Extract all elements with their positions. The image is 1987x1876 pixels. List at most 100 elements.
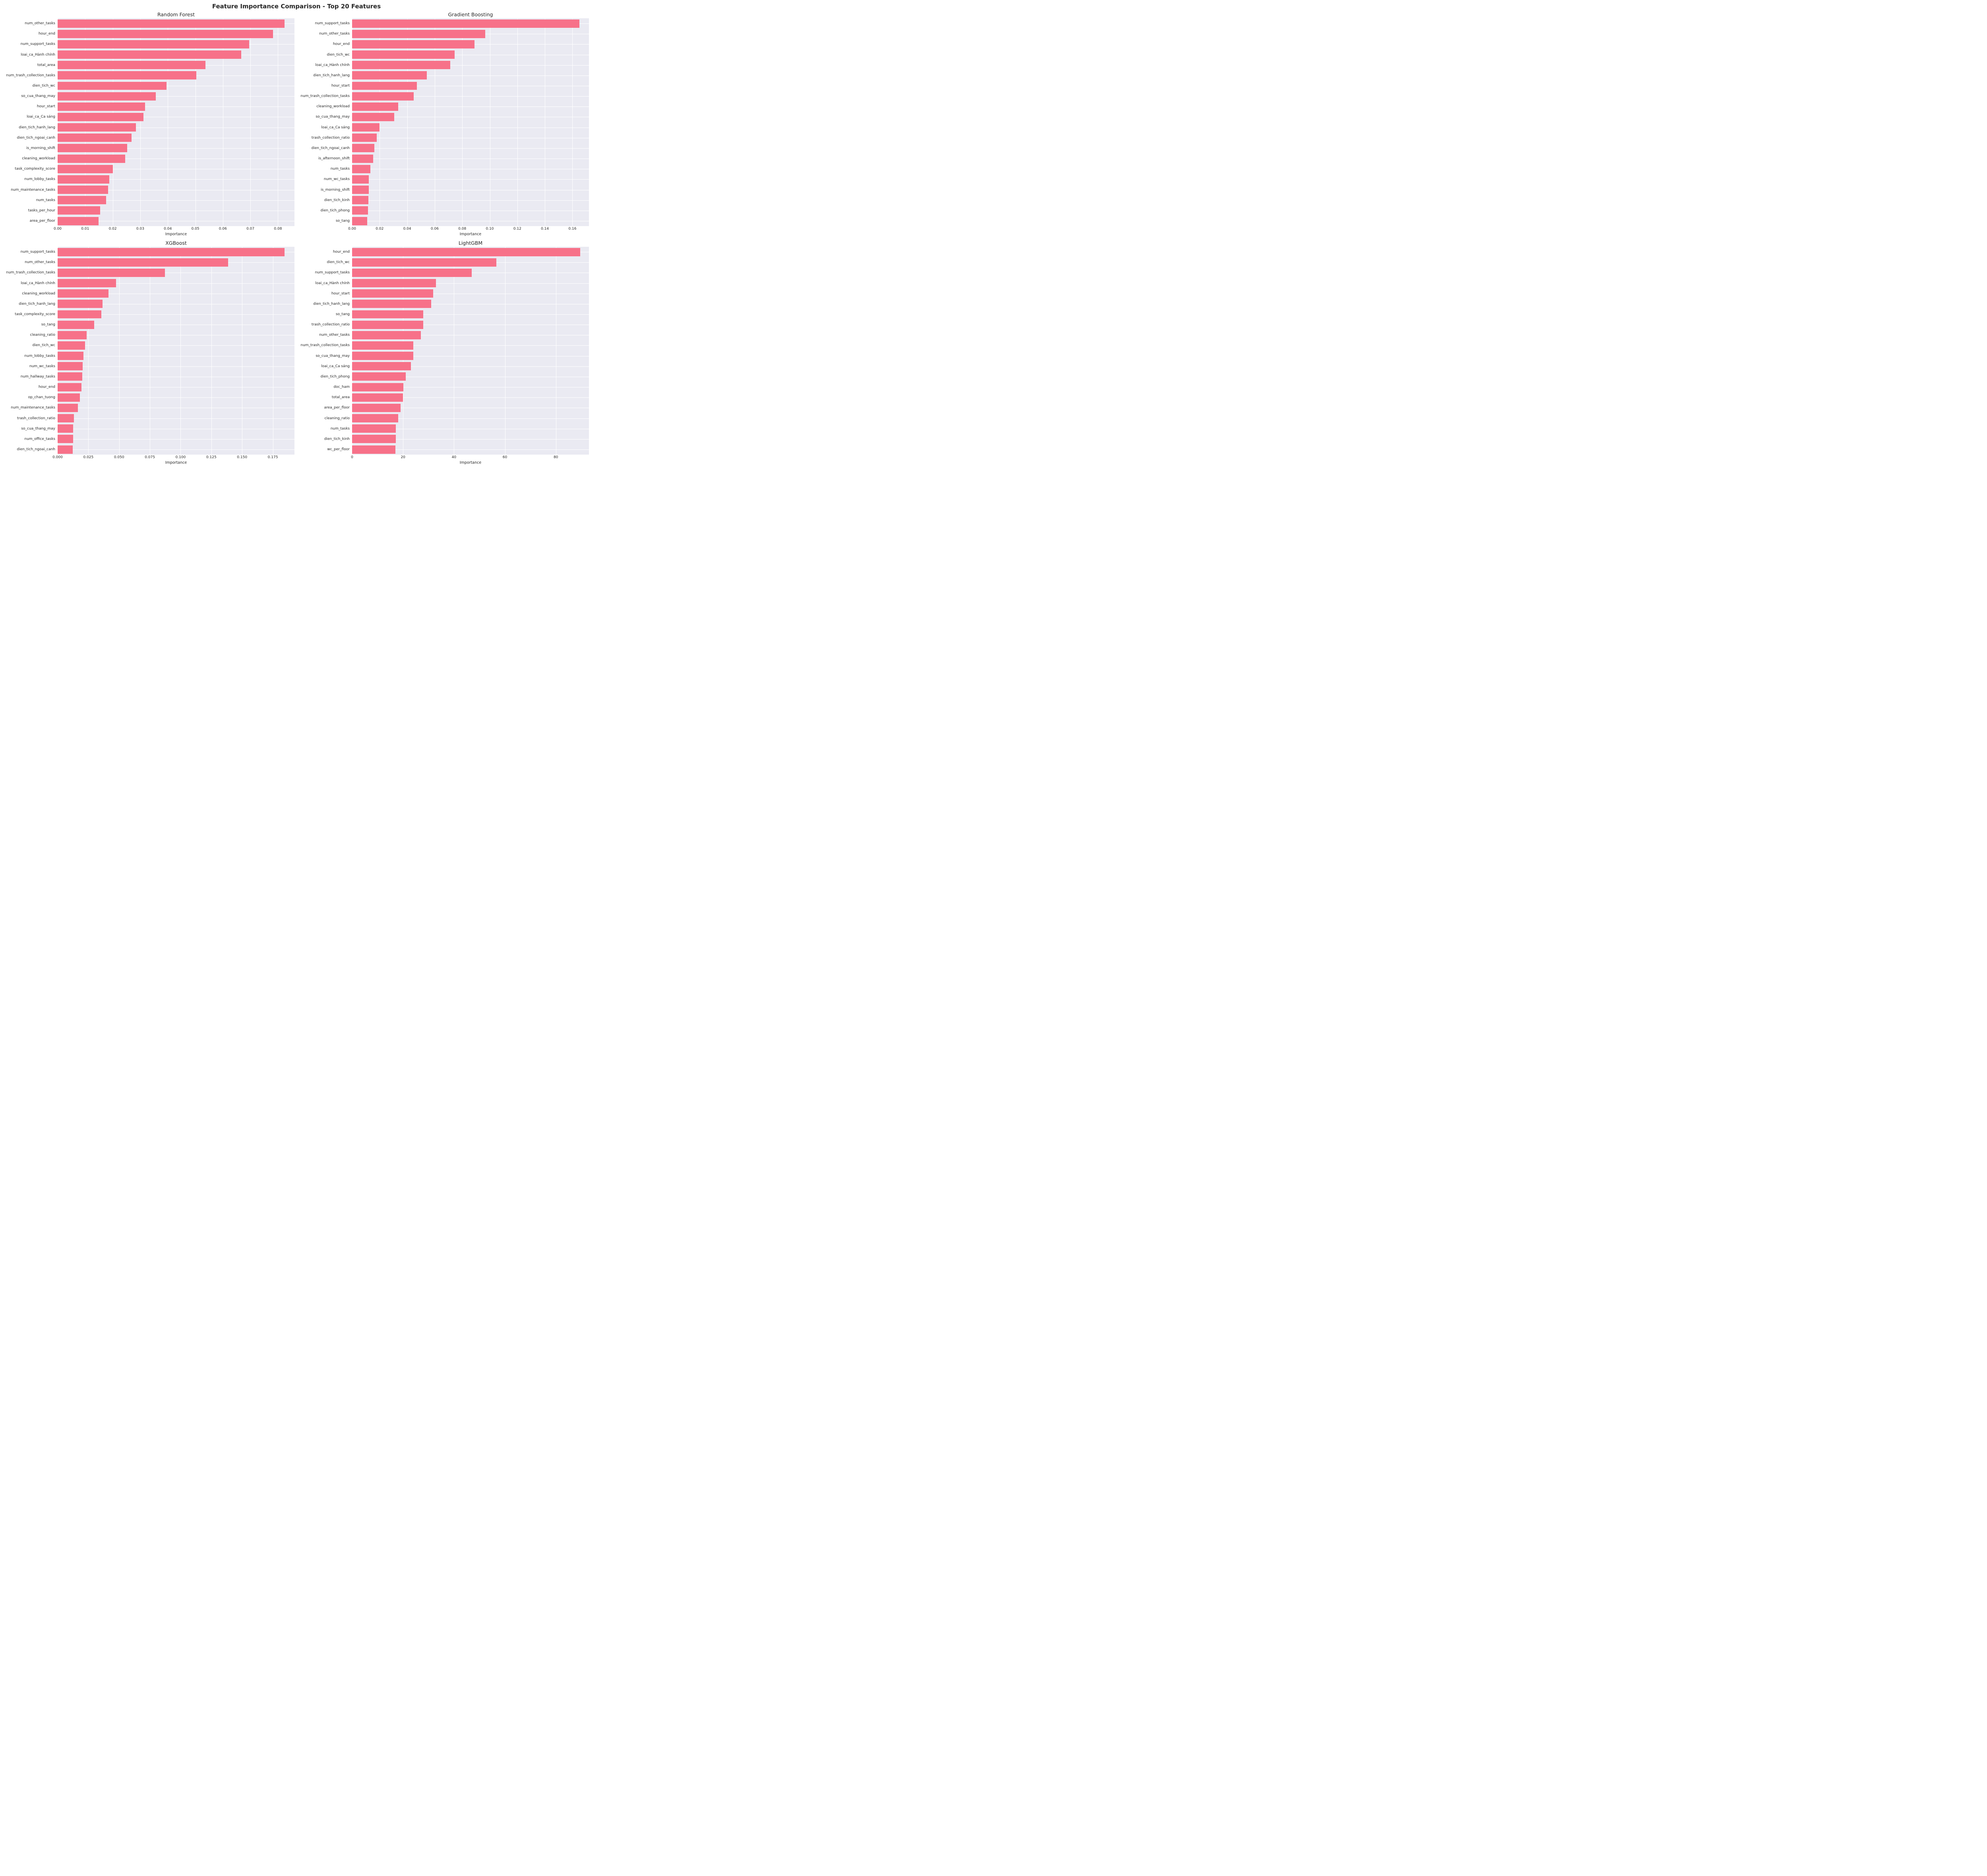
y-tick-label: dien_tich_wc (327, 52, 350, 57)
bar (352, 435, 396, 443)
y-tick-label: dien_tich_ngoai_canh (17, 136, 55, 140)
bar (58, 40, 250, 48)
x-axis-label: Importance (165, 232, 187, 236)
bar-band (58, 18, 294, 29)
gridline-horizontal (58, 283, 294, 284)
bar (352, 414, 398, 423)
x-tick-label: 40 (451, 455, 457, 459)
plot-area (352, 247, 589, 455)
bar-band (352, 319, 589, 330)
bar-band (58, 70, 294, 81)
subplot-gradient-boosting: Gradient Boosting num_support_tasks num_o… (298, 11, 589, 237)
y-tick-label: num_office_tasks (24, 437, 55, 441)
y-tick-label: task_complexity_score (15, 312, 55, 317)
y-tick-label: loai_ca_Ca sáng (321, 364, 350, 368)
gridline-horizontal (352, 283, 589, 284)
bar (58, 196, 106, 205)
bar (352, 403, 401, 412)
gridline-horizontal (352, 148, 589, 149)
bar (352, 123, 380, 132)
gridline-horizontal (352, 106, 589, 107)
bar (352, 289, 434, 298)
x-tick-label: 20 (401, 455, 405, 459)
y-tick-label: num_trash_collection_tasks (6, 271, 55, 275)
y-tick-label: num_other_tasks (25, 21, 55, 26)
y-tick-label: is_morning_shift (26, 146, 55, 150)
x-tick-label: 0.075 (145, 455, 155, 459)
gridline-horizontal (58, 366, 294, 367)
bar-band (352, 39, 589, 49)
gridline-horizontal (58, 106, 294, 107)
y-tick-label: loai_ca_Ca sáng (321, 125, 350, 130)
bar (58, 393, 80, 402)
bar (58, 331, 87, 339)
bar (58, 81, 167, 90)
gridline-vertical (462, 18, 463, 226)
x-axis-label: Importance (459, 232, 482, 236)
bar-band (58, 205, 294, 216)
y-tick-label: num_trash_collection_tasks (300, 94, 350, 99)
bar-band (58, 299, 294, 309)
x-tick-label: 0.050 (114, 455, 124, 459)
subplot-title: Random Forest (157, 12, 195, 17)
bar (58, 186, 108, 194)
gridline-horizontal (352, 314, 589, 315)
y-tick-label: trash_collection_ratio (17, 416, 55, 420)
bar-band (58, 309, 294, 319)
x-tick-label: 0.04 (403, 227, 411, 231)
bar (352, 92, 414, 101)
plot-area (352, 18, 589, 226)
gridline-horizontal (58, 345, 294, 346)
bar-band (352, 382, 589, 392)
bar-band (352, 434, 589, 444)
figure-title: Feature Importance Comparison - Top 20 F… (212, 3, 381, 10)
x-tick-label: 0 (351, 455, 353, 459)
gridline-horizontal (58, 179, 294, 180)
y-tick-label: is_morning_shift (320, 188, 350, 192)
bar (352, 248, 580, 256)
subplot-title: Gradient Boosting (448, 12, 493, 17)
x-tick-label: 0.03 (136, 227, 144, 231)
x-tick-label: 0.01 (81, 227, 89, 231)
x-tick-label: 80 (553, 455, 558, 459)
bar (58, 123, 136, 132)
bar (58, 113, 144, 121)
y-tick-label: num_support_tasks (20, 250, 55, 254)
bar (58, 61, 206, 70)
bar-band (58, 319, 294, 330)
y-tick-label: hour_end (333, 250, 350, 254)
bar-band (58, 413, 294, 424)
y-tick-label: num_support_tasks (315, 271, 350, 275)
bar-band (58, 216, 294, 226)
y-tick-label: so_cua_thang_may (21, 94, 55, 99)
x-tick-label: 0.05 (191, 227, 199, 231)
bar-band (58, 164, 294, 174)
y-tick-label: loai_ca_Hành chính (21, 52, 55, 57)
x-tick-label: 0.14 (541, 227, 549, 231)
bar-band (352, 444, 589, 455)
bar-band (352, 153, 589, 164)
bar-band (352, 216, 589, 226)
y-tick-label: wc_per_floor (327, 447, 350, 452)
y-tick-label: hour_end (333, 42, 350, 46)
bar-band (58, 39, 294, 49)
gridline-horizontal (352, 96, 589, 97)
x-tick-label: 0.00 (53, 227, 62, 231)
bar-band (58, 330, 294, 340)
bar-band (58, 424, 294, 434)
y-tick-label: num_tasks (330, 167, 350, 171)
bar-band (352, 29, 589, 39)
bar-band (352, 267, 589, 278)
bar-band (352, 361, 589, 372)
bar-band (58, 133, 294, 143)
plot-area (58, 18, 294, 226)
bar (58, 352, 83, 360)
y-axis-labels: num_other_tasks hour_end num_support_tasks… (4, 18, 58, 226)
x-tick-label: 0.00 (348, 227, 356, 231)
x-tick-label: 0.125 (206, 455, 217, 459)
bar-band (58, 101, 294, 112)
y-tick-label: tasks_per_hour (28, 208, 55, 213)
bar-band (352, 372, 589, 382)
y-tick-label: so_cua_thang_may (21, 426, 55, 431)
bar-band (58, 434, 294, 444)
